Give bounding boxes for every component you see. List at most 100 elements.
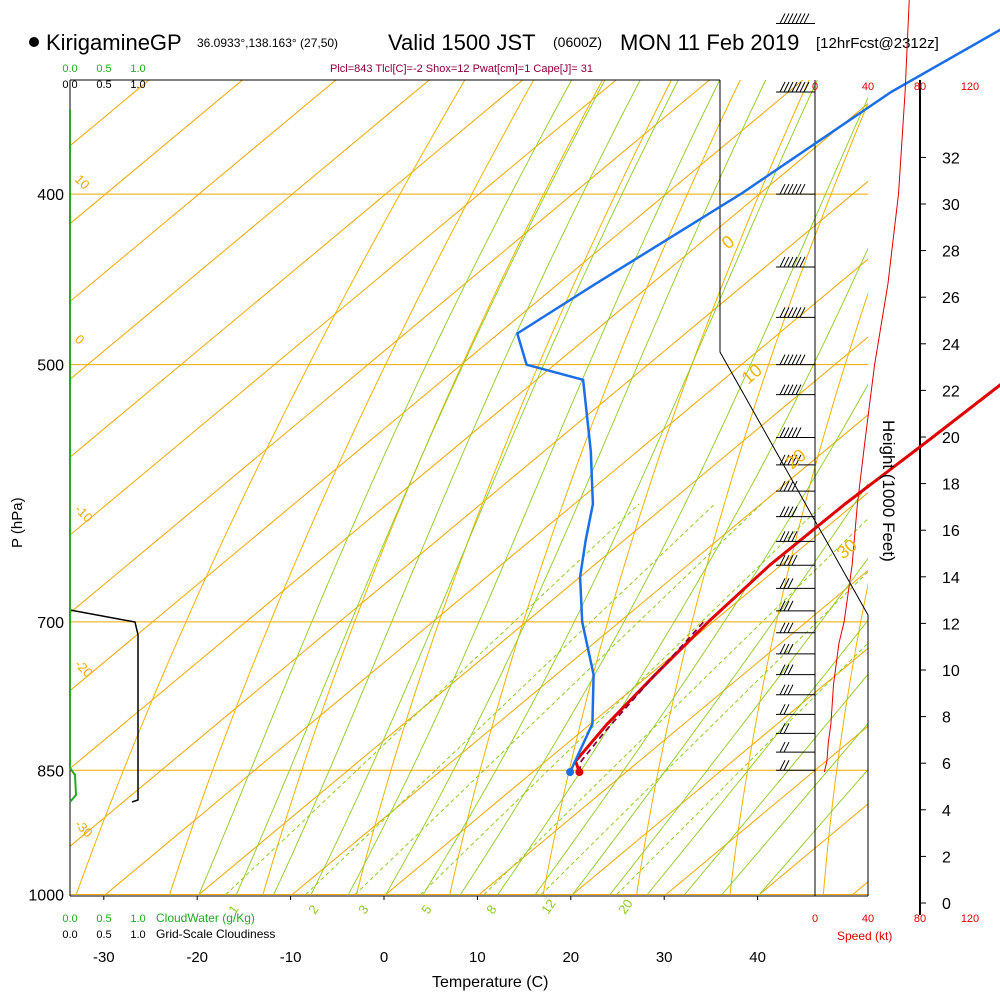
wind-barb-flag (783, 454, 790, 466)
wind-barb-flag (791, 454, 798, 466)
cloud-tick-bottom-black: 1.0 (130, 929, 145, 941)
height-tick-label: 26 (942, 290, 960, 307)
speed-axis-label: Speed (kt) (837, 929, 892, 943)
wind-barb-flag (787, 256, 794, 268)
dry-adiabat-line (169, 80, 535, 895)
wind-barb-flag (783, 506, 790, 517)
wind-barb-flag (779, 354, 786, 365)
x-tick-label: 0 (380, 949, 388, 966)
wind-barb (776, 256, 815, 268)
wind-barb-flag (795, 354, 802, 365)
wind-barb-flag (779, 684, 786, 695)
wind-barb-flag (779, 643, 786, 655)
mixing-ratio-line (354, 503, 762, 895)
height-tick-label: 4 (942, 803, 951, 820)
isotherm-label: -10 (72, 502, 96, 526)
wind-barb (776, 723, 815, 734)
mixing-ratio-line (540, 571, 868, 895)
site-name: KirigamineGP (46, 30, 182, 55)
wind-barb-flag (783, 427, 790, 438)
wind-barb (776, 741, 815, 753)
moist-adiabat-line (534, 383, 868, 895)
cloud-tick-top-green: 0.5 (96, 63, 111, 75)
wind-barb-flag (783, 723, 790, 734)
wind-barb (776, 704, 815, 715)
isotherm-label: 10 (72, 172, 93, 193)
moist-adiabat-line (572, 482, 868, 895)
wind-barb-flag (779, 256, 786, 268)
wind-barb-flag (779, 427, 786, 438)
wind-barb-flag (787, 183, 794, 195)
isotherm-line (70, 102, 868, 770)
wind-barb-flag (791, 480, 798, 492)
wind-barb (776, 578, 815, 589)
sounding-params: Plcl=843 Tlcl[C]=-2 Shox=12 Pwat[cm]=1 C… (330, 63, 593, 75)
wind-barb-flag (779, 578, 786, 589)
isotherm-line (70, 80, 711, 614)
wind-barb-flag (779, 760, 786, 771)
mixing-ratio-line (616, 642, 868, 895)
x-tick-label: -30 (93, 949, 115, 966)
isotherm-line (70, 80, 337, 303)
p-tick-label: 400 (37, 187, 64, 204)
moist-adiabat-line (497, 247, 868, 895)
wind-barb (776, 427, 815, 439)
isotherm-line (70, 180, 868, 847)
isotherm-line (70, 80, 150, 147)
wind-barb (776, 600, 815, 612)
wind-barb (776, 643, 815, 655)
wind-barb-flag (779, 554, 786, 566)
wind-barb-flag (783, 307, 790, 318)
wind-barb-flag (791, 554, 798, 566)
x-tick-label: 30 (656, 949, 673, 966)
height-tick-label: 0 (942, 896, 951, 913)
moist-adiabat-line (721, 722, 868, 895)
wind-barb-flag (795, 427, 802, 438)
x-tick-label: 10 (469, 949, 486, 966)
mixing-ratio-label: 12 (538, 896, 559, 916)
wind-barb-flag (787, 81, 794, 93)
moist-adiabat-line (759, 768, 868, 895)
height-tick-label: 8 (942, 710, 951, 727)
wind-barb-flag (787, 384, 794, 395)
isotherm-label: 0 (72, 332, 88, 348)
isotherm-line (70, 80, 617, 536)
wind-barb-flag (787, 307, 794, 318)
valid-zulu: (0600Z) (553, 34, 602, 50)
speed-tick-top: 120 (961, 81, 979, 93)
isotherm-line (385, 492, 868, 895)
cloudiness-label: Grid-Scale Cloudiness (156, 927, 275, 941)
wind-barb-flag (783, 684, 790, 695)
wind-barb-flag (791, 506, 798, 517)
wind-barb-flag (783, 480, 790, 492)
x-axis-label: Temperature (C) (432, 974, 548, 991)
speed-tick-top: 80 (914, 81, 926, 93)
wind-barb-flag (783, 600, 790, 612)
cloud-tick-bottom-green: 0.0 (62, 913, 77, 925)
wind-barb (776, 13, 815, 25)
wind-barb-flag (783, 354, 790, 365)
wind-barb-flag (787, 506, 794, 517)
cloudwater-profile (69, 110, 78, 803)
wind-panel (776, 0, 910, 773)
wind-barb-flag (779, 531, 786, 542)
speed-tick-top: 0 (812, 81, 818, 93)
p-tick-label: 1000 (28, 888, 64, 905)
surface-dewpoint-point (566, 768, 575, 777)
cloud-tick-bottom-black: 0.5 (96, 929, 111, 941)
wind-barb-flag (795, 454, 802, 466)
cloud-tick-top-black: 1.0 (130, 79, 145, 91)
wind-barb-flag (779, 600, 786, 612)
speed-tick-bottom: 0 (812, 913, 818, 925)
wind-barb-flag (791, 13, 798, 24)
cloud-tick-bottom-green: 0.5 (96, 913, 111, 925)
dry-adiabat-line (822, 582, 868, 895)
isotherm-line (70, 80, 430, 380)
moist-adiabat-line (422, 80, 818, 895)
wind-barb-flag (783, 741, 790, 753)
forecast-info: [12hrFcst@2312z] (816, 35, 939, 52)
y-axis-label: P (hPa) (9, 497, 26, 548)
wind-barb-flag (787, 600, 794, 612)
wind-barb (776, 454, 815, 466)
wind-barb-flag (791, 531, 798, 542)
